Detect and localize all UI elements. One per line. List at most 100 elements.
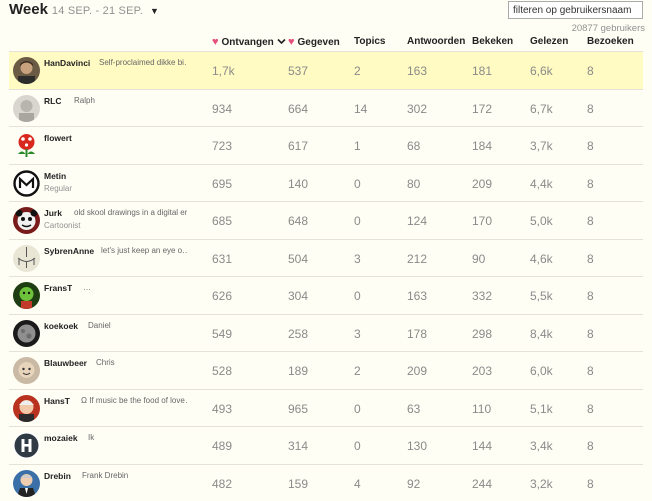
stat-answers: 92 — [407, 477, 420, 491]
avatar[interactable] — [13, 282, 40, 309]
table-header: ♥ Ontvangen ♥ Gegeven Topics Antwoorden … — [9, 36, 643, 52]
stat-given: 140 — [288, 177, 308, 191]
column-answers[interactable]: Antwoorden — [407, 36, 465, 47]
avatar[interactable] — [13, 245, 40, 272]
user-bio: let's just keep an eye o… — [101, 246, 187, 255]
stat-read: 3,2k — [530, 477, 553, 491]
column-topics-label: Topics — [354, 36, 385, 47]
heart-icon: ♥ — [288, 36, 295, 48]
column-answers-label: Antwoorden — [407, 36, 465, 47]
user-bio: Frank Drebin — [82, 471, 128, 480]
column-views[interactable]: Bekeken — [472, 36, 513, 47]
stat-answers: 178 — [407, 327, 427, 341]
username-filter-input[interactable] — [508, 1, 643, 19]
stat-read: 8,4k — [530, 327, 553, 341]
stat-topics: 0 — [354, 402, 361, 416]
column-read-label: Gelezen — [530, 36, 568, 47]
username-link[interactable]: Blauwbeer — [44, 358, 87, 368]
stat-topics: 14 — [354, 102, 367, 116]
stat-visits: 8 — [587, 402, 594, 416]
stat-answers: 68 — [407, 139, 420, 153]
column-received[interactable]: ♥ Ontvangen — [212, 36, 286, 48]
user-bio: … — [83, 283, 91, 292]
stat-given: 504 — [288, 252, 308, 266]
avatar[interactable] — [13, 470, 40, 497]
user-bio: Ik — [88, 433, 94, 442]
stat-received: 934 — [212, 102, 232, 116]
user-title: Cartoonist — [44, 221, 80, 230]
column-topics[interactable]: Topics — [354, 36, 385, 47]
stat-received: 549 — [212, 327, 232, 341]
stat-read: 4,4k — [530, 177, 553, 191]
user-bio: Ω If music be the food of love… — [81, 396, 187, 405]
stat-read: 6,6k — [530, 64, 553, 78]
username-link[interactable]: Metin — [44, 171, 66, 181]
stat-answers: 163 — [407, 289, 427, 303]
stat-views: 298 — [472, 327, 492, 341]
stat-received: 1,7k — [212, 64, 235, 78]
username-link[interactable]: Drebin — [44, 471, 71, 481]
avatar[interactable] — [13, 57, 40, 84]
period-title: Week — [9, 1, 48, 18]
column-read[interactable]: Gelezen — [530, 36, 568, 47]
username-link[interactable]: HansT — [44, 396, 70, 406]
caret-down-icon[interactable]: ▼ — [150, 6, 159, 16]
avatar[interactable] — [13, 170, 40, 197]
username-link[interactable]: koekoek — [44, 321, 78, 331]
stat-views: 172 — [472, 102, 492, 116]
avatar[interactable] — [13, 95, 40, 122]
user-bio: Daniel — [88, 321, 111, 330]
stat-received: 489 — [212, 439, 232, 453]
stat-topics: 0 — [354, 289, 361, 303]
user-title: Regular — [44, 184, 72, 193]
stat-read: 3,7k — [530, 139, 553, 153]
user-bio: Chris — [96, 358, 115, 367]
stat-visits: 8 — [587, 177, 594, 191]
stat-given: 314 — [288, 439, 308, 453]
username-link[interactable]: FransT — [44, 283, 72, 293]
period-selector[interactable]: Week 14 SEP. - 21 SEP. ▼ — [9, 1, 159, 18]
stat-views: 209 — [472, 177, 492, 191]
avatar[interactable] — [13, 395, 40, 422]
avatar[interactable] — [13, 132, 40, 159]
username-link[interactable]: HanDavinci — [44, 58, 90, 68]
stat-visits: 8 — [587, 214, 594, 228]
column-visits[interactable]: Bezoeken — [587, 36, 634, 47]
stat-topics: 0 — [354, 214, 361, 228]
avatar[interactable] — [13, 320, 40, 347]
username-link[interactable]: RLC — [44, 96, 61, 106]
stat-visits: 8 — [587, 252, 594, 266]
column-given[interactable]: ♥ Gegeven — [288, 36, 340, 48]
stat-received: 493 — [212, 402, 232, 416]
username-link[interactable]: flowert — [44, 133, 72, 143]
username-link[interactable]: SybrenAnne — [44, 246, 94, 256]
stat-topics: 2 — [354, 64, 361, 78]
username-link[interactable]: Jurk — [44, 208, 62, 218]
stat-topics: 3 — [354, 327, 361, 341]
user-count: 20877 gebruikers — [572, 23, 645, 34]
stat-read: 6,7k — [530, 102, 553, 116]
chevron-down-icon[interactable] — [277, 37, 286, 47]
avatar[interactable] — [13, 207, 40, 234]
stat-views: 181 — [472, 64, 492, 78]
stat-answers: 124 — [407, 214, 427, 228]
avatar[interactable] — [13, 432, 40, 459]
stat-visits: 8 — [587, 364, 594, 378]
column-given-label: Gegeven — [298, 37, 340, 48]
username-link[interactable]: mozaiek — [44, 433, 78, 443]
stat-read: 4,6k — [530, 252, 553, 266]
stat-visits: 8 — [587, 139, 594, 153]
avatar[interactable] — [13, 357, 40, 384]
